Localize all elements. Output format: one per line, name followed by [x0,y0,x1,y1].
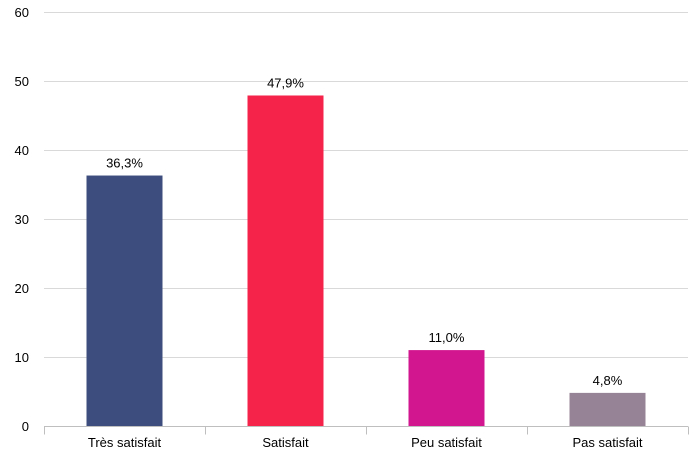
data-label-2: 11,0% [429,330,465,345]
y-axis-tick-labels: 0 10 20 30 40 50 60 [15,5,29,434]
bar-0 [86,175,163,426]
bar-1 [247,95,324,427]
x-axis-ticks [44,426,689,435]
data-labels: 36,3% 47,9% 11,0% 4,8% [106,75,623,387]
bar-3 [569,392,646,426]
y-tick-label-20: 20 [15,281,29,296]
bar-2 [408,350,485,426]
y-tick-label-40: 40 [15,143,29,158]
y-tick-label-60: 60 [15,5,29,20]
x-axis-tick-labels: Très satisfait Satisfait Peu satisfait Pas … [88,435,643,450]
x-tick-label-2: Peu satisfait [411,435,482,450]
y-tick-label-10: 10 [15,350,29,365]
y-tick-label-0: 0 [22,419,29,434]
data-label-3: 4,8% [593,373,623,388]
data-label-0: 36,3% [106,156,143,171]
x-tick-label-0: Très satisfait [88,435,162,450]
y-tick-label-30: 30 [15,212,29,227]
data-label-1: 47,9% [267,75,304,90]
bars [86,95,646,427]
x-tick-label-1: Satisfait [262,435,309,450]
x-tick-label-3: Pas satisfait [572,435,642,450]
y-tick-label-50: 50 [15,74,29,89]
